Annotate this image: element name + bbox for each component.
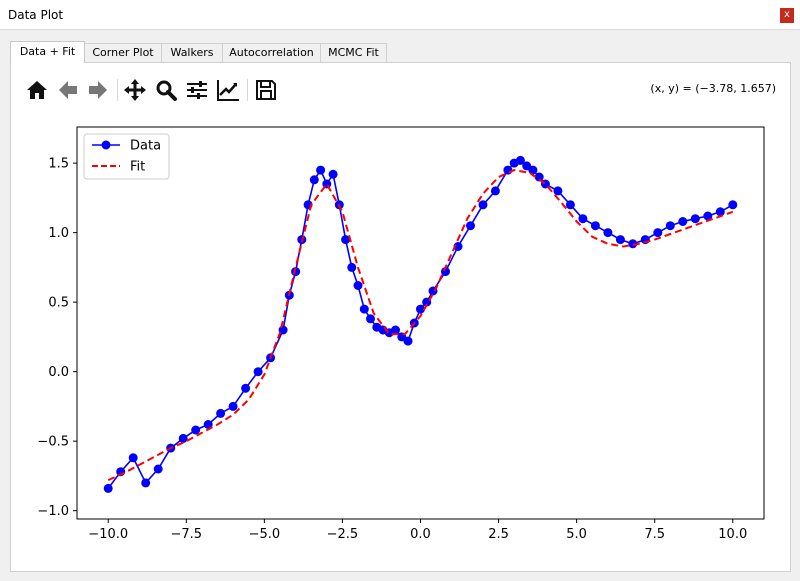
data-point bbox=[366, 314, 375, 324]
x-tick-label: −2.5 bbox=[327, 527, 359, 542]
data-point bbox=[534, 172, 544, 182]
data-point bbox=[241, 383, 251, 393]
data-point bbox=[416, 304, 425, 314]
data-point bbox=[128, 453, 138, 463]
tab-mcmc-fit[interactable]: MCMC Fit bbox=[320, 43, 387, 62]
axes-frame bbox=[76, 126, 765, 520]
back-icon[interactable] bbox=[55, 77, 81, 103]
data-point bbox=[615, 235, 625, 245]
legend-data-marker bbox=[101, 140, 111, 150]
y-tick-label: 0.0 bbox=[48, 365, 69, 380]
legend-data-label: Data bbox=[130, 139, 161, 154]
pan-icon[interactable] bbox=[122, 77, 148, 103]
data-point bbox=[347, 262, 357, 272]
data-point bbox=[103, 483, 113, 493]
y-tick-label: 1.5 bbox=[48, 157, 69, 172]
data-point bbox=[216, 408, 226, 418]
data-point bbox=[628, 239, 638, 249]
close-button[interactable]: x bbox=[780, 8, 794, 23]
data-point bbox=[153, 464, 163, 474]
data-point bbox=[703, 211, 713, 221]
data-point bbox=[403, 336, 413, 346]
home-icon[interactable] bbox=[24, 77, 50, 103]
x-tick-label: −7.5 bbox=[171, 527, 203, 542]
data-point bbox=[466, 221, 475, 231]
data-point bbox=[191, 425, 201, 435]
data-point bbox=[328, 169, 338, 179]
data-point bbox=[553, 186, 563, 196]
series-layer bbox=[103, 155, 738, 493]
coordinates-readout: (x, y) = (−3.78, 1.657) bbox=[650, 82, 776, 95]
data-point bbox=[453, 242, 463, 251]
data-point bbox=[178, 433, 188, 443]
data-point bbox=[391, 325, 400, 335]
x-tick-label: 7.5 bbox=[644, 527, 665, 542]
configure-subplots-icon[interactable] bbox=[184, 77, 210, 103]
zoom-icon[interactable] bbox=[153, 77, 179, 103]
x-tick-label: −5.0 bbox=[249, 527, 281, 542]
data-point bbox=[341, 235, 351, 245]
save-icon[interactable] bbox=[253, 77, 279, 103]
x-tick-label: 5.0 bbox=[566, 527, 587, 542]
data-point bbox=[203, 420, 213, 429]
toolbar-separator bbox=[117, 79, 118, 101]
data-point bbox=[690, 214, 700, 224]
data-point bbox=[141, 478, 151, 488]
data-point bbox=[316, 165, 326, 175]
tab-data-fit[interactable]: Data + Fit bbox=[10, 41, 85, 63]
forward-icon[interactable] bbox=[85, 77, 111, 103]
data-point bbox=[228, 401, 238, 411]
data-point bbox=[359, 304, 369, 314]
window-titlebar: Data Plot x bbox=[0, 0, 800, 30]
data-point bbox=[715, 207, 725, 217]
data-point bbox=[590, 221, 600, 231]
y-tick-label: −0.5 bbox=[37, 435, 69, 450]
edit-axes-icon[interactable] bbox=[215, 77, 241, 103]
data-point bbox=[603, 228, 613, 238]
y-tick-label: 0.5 bbox=[48, 296, 69, 311]
data-point bbox=[665, 221, 675, 231]
x-tick-label: 2.5 bbox=[488, 527, 509, 542]
legend-fit-label: Fit bbox=[130, 160, 145, 175]
x-tick-label: 0.0 bbox=[410, 527, 431, 542]
data-point bbox=[309, 175, 319, 185]
ticks-layer: −10.0 −7.5 −5.0 −2.5 0.0 2.5 5.0 7.5 10.0 −1.0 −0.… bbox=[37, 157, 747, 542]
data-point bbox=[253, 367, 263, 377]
tab-autocorrelation[interactable]: Autocorrelation bbox=[222, 43, 321, 62]
data-point bbox=[728, 200, 738, 210]
legend: Data Fit bbox=[83, 133, 170, 180]
data-point bbox=[353, 281, 363, 290]
data-point bbox=[678, 217, 688, 226]
data-point bbox=[478, 200, 488, 210]
window-title: Data Plot bbox=[8, 8, 64, 22]
toolbar-separator bbox=[247, 79, 248, 101]
y-tick-label: −1.0 bbox=[37, 504, 69, 519]
data-point bbox=[515, 155, 525, 165]
data-point bbox=[441, 267, 450, 277]
tab-walkers[interactable]: Walkers bbox=[161, 43, 223, 62]
data-point bbox=[578, 214, 588, 224]
x-tick-label: −10.0 bbox=[88, 527, 128, 542]
data-point bbox=[490, 186, 500, 196]
data-point bbox=[653, 228, 663, 238]
data-point bbox=[565, 200, 575, 210]
x-tick-label: 10.0 bbox=[718, 527, 747, 542]
y-tick-label: 1.0 bbox=[48, 226, 69, 241]
fit-series-line bbox=[107, 169, 734, 482]
data-point bbox=[528, 165, 538, 175]
